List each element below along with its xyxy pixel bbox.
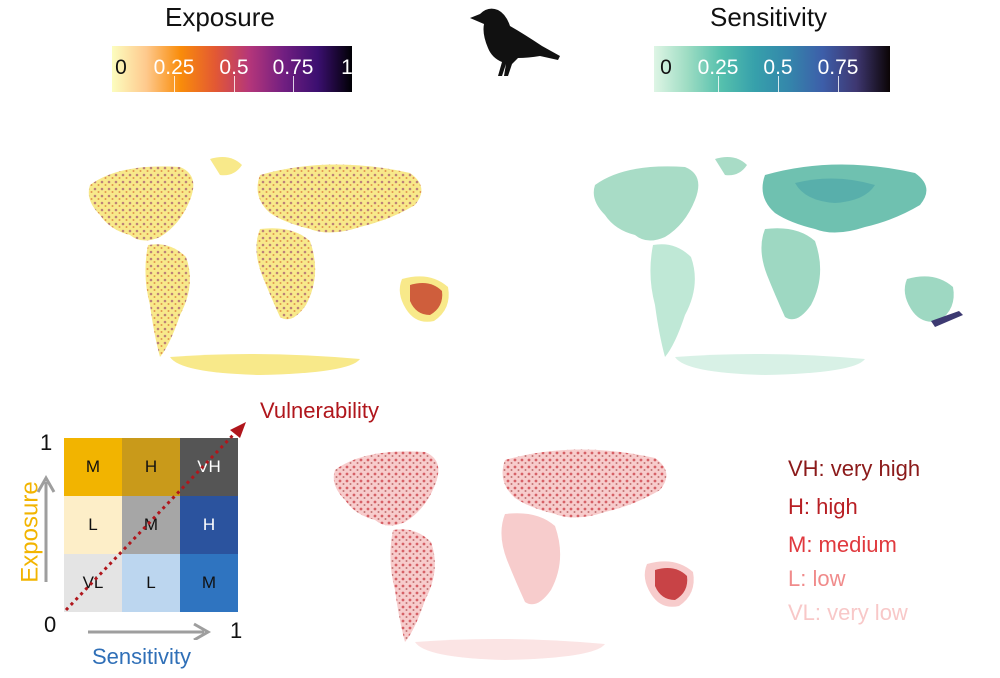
grid-cell-exp-high-sens-low: M [64, 438, 122, 496]
exposure-tick-0: 0 [115, 56, 127, 79]
grid-cell-exp-low-sens-low: VL [64, 554, 122, 612]
sensitivity-title: Sensitivity [710, 2, 828, 32]
grid-cell-exp-high-sens-mid: H [122, 438, 180, 496]
grid-cell-exp-mid-sens-mid: M [122, 496, 180, 554]
bivariate-y-max: 1 [40, 430, 53, 455]
bivariate-x-label: Sensitivity [92, 644, 192, 669]
legend-medium: M: medium [788, 532, 897, 557]
exposure-title: Exposure [165, 2, 275, 32]
legend-low: L: low [788, 566, 846, 591]
exposure-tick-025: 0.25 [153, 56, 195, 79]
exposure-colorbar: 0 0.25 0.5 0.75 1 [112, 46, 353, 92]
exposure-tick-075: 0.75 [272, 56, 314, 79]
grid-cell-exp-high-sens-high: VH [180, 438, 238, 496]
sensitivity-tick-025: 0.25 [697, 56, 739, 79]
exposure-tick-1: 1 [341, 56, 353, 79]
sensitivity-tick-075: 0.75 [817, 56, 859, 79]
bivariate-origin: 0 [44, 612, 57, 637]
legend-very-high: VH: very high [788, 456, 921, 481]
bivariate-arrows [36, 422, 246, 640]
bivariate-x-max: 1 [230, 618, 243, 643]
vulnerability-label: Vulnerability [260, 398, 380, 423]
bivariate-y-label: Exposure [16, 481, 44, 583]
grid-cell-exp-low-sens-mid: L [122, 554, 180, 612]
vulnerability-map [333, 449, 694, 660]
sensitivity-colorbar: 0 0.25 0.5 0.75 [654, 46, 890, 92]
exposure-map [88, 157, 449, 375]
sensitivity-tick-05: 0.5 [763, 56, 793, 79]
grid-cell-exp-low-sens-high: M [180, 554, 238, 612]
legend-very-low: VL: very low [788, 600, 908, 625]
sensitivity-tick-0: 0 [660, 56, 672, 79]
exposure-tick-05: 0.5 [219, 56, 249, 79]
bird-icon [470, 8, 560, 77]
grid-cell-exp-mid-sens-high: H [180, 496, 238, 554]
sensitivity-map [593, 157, 963, 375]
grid-cell-exp-mid-sens-low: L [64, 496, 122, 554]
legend-high: H: high [788, 494, 858, 519]
